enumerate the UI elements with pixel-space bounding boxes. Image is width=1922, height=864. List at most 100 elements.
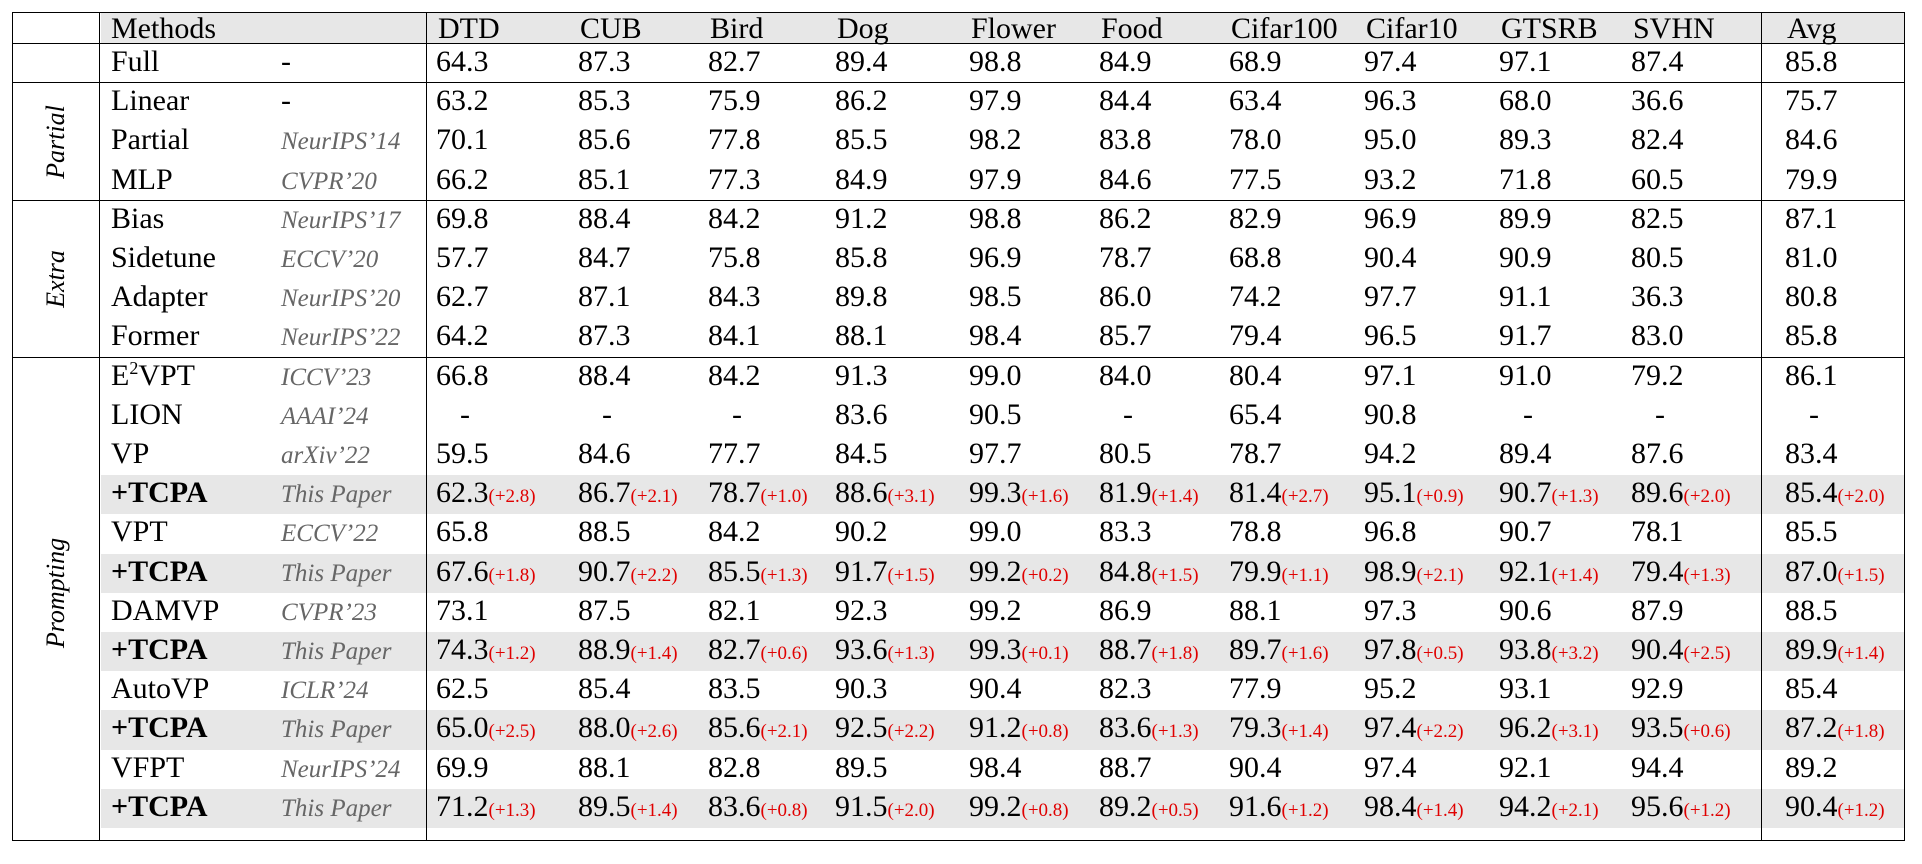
delta-value: (+3.2) [1551, 643, 1599, 664]
value-cell: 92.3 [835, 593, 888, 627]
value-cell: 85.7 [1099, 319, 1152, 353]
value-cell: 83.4 [1785, 437, 1838, 470]
group-label-text: Prompting [41, 537, 71, 648]
venue-label: ECCV’20 [281, 246, 379, 273]
group-label-text: Partial [40, 105, 70, 179]
value-cell: 85.6 [578, 123, 631, 157]
delta-value: (+2.1) [1551, 799, 1599, 821]
value-cell: 88.6(+3.1) [835, 476, 935, 510]
delta-value: (+0.6) [1683, 721, 1731, 743]
delta-value: (+1.4) [1416, 799, 1464, 821]
value-cell: 84.5 [835, 437, 888, 470]
value-cell: 95.6(+1.2) [1631, 789, 1731, 823]
value-cell: 99.2(+0.2) [969, 554, 1069, 588]
value-cell: 97.1 [1364, 358, 1417, 392]
value-cell: 84.7 [578, 241, 631, 274]
value-cell: 91.2(+0.8) [969, 711, 1069, 745]
value-cell: 84.6 [578, 437, 631, 470]
value-cell: 90.4(+2.5) [1631, 633, 1731, 666]
value-cell: 90.7(+2.2) [578, 554, 678, 588]
value-cell: 90.4 [1229, 750, 1282, 784]
value-cell: 85.5 [1785, 515, 1838, 549]
value-cell: 85.8 [835, 241, 888, 274]
vertical-rule [99, 13, 100, 840]
delta-value: (+2.0) [1683, 486, 1731, 508]
value-cell: 64.2 [436, 319, 489, 353]
value-cell: - [1655, 397, 1665, 431]
value-cell: 88.4 [578, 358, 631, 392]
value-cell: 78.7 [1099, 241, 1152, 274]
delta-value: (+1.3) [760, 564, 808, 586]
value-cell: 98.8 [969, 45, 1022, 78]
method-name: AutoVP [111, 672, 210, 706]
delta-value: (+1.4) [630, 799, 678, 821]
value-cell: 89.9(+1.4) [1785, 633, 1885, 666]
value-cell: 57.7 [436, 241, 489, 274]
delta-value: (+1.4) [1151, 486, 1199, 508]
value-cell: 94.2(+2.1) [1499, 789, 1599, 823]
value-cell: 75.8 [708, 241, 761, 274]
value-cell: 98.4 [969, 750, 1022, 784]
delta-value: (+2.8) [488, 486, 536, 508]
value-cell: 98.5 [969, 280, 1022, 314]
value-cell: 78.7 [1229, 437, 1282, 470]
column-header: GTSRB [1501, 12, 1598, 45]
value-cell: 77.3 [708, 162, 761, 196]
value-cell: - [1809, 397, 1819, 431]
group-label-text: Extra [40, 250, 70, 309]
value-cell: 97.3 [1364, 593, 1417, 627]
value-cell: 93.8(+3.2) [1499, 633, 1599, 666]
value-cell: 77.7 [708, 437, 761, 470]
method-name: DAMVP [111, 593, 220, 627]
value-cell: 80.5 [1631, 241, 1684, 274]
tcpa-row-shade [101, 553, 1904, 593]
method-name: +TCPA [111, 476, 208, 510]
value-cell: 94.4 [1631, 750, 1684, 784]
horizontal-rule [13, 82, 1904, 84]
venue-label: - [281, 45, 291, 78]
value-cell: 91.1 [1499, 280, 1552, 314]
method-name: Former [111, 319, 200, 353]
value-cell: 80.8 [1785, 280, 1838, 314]
venue-label: ICCV’23 [281, 363, 372, 391]
value-cell: 89.2(+0.5) [1099, 789, 1199, 823]
value-cell: 82.5 [1631, 201, 1684, 235]
value-cell: 91.2 [835, 201, 888, 235]
column-header: DTD [438, 12, 500, 45]
value-cell: 85.1 [578, 162, 631, 196]
value-cell: 81.4(+2.7) [1229, 476, 1329, 510]
value-cell: 96.5 [1364, 319, 1417, 353]
value-cell: 90.6 [1499, 593, 1552, 627]
delta-value: (+0.5) [1416, 643, 1464, 664]
venue-label: CVPR’20 [281, 167, 377, 195]
value-cell: 88.9(+1.4) [578, 633, 678, 666]
value-cell: 84.4 [1099, 84, 1152, 118]
delta-value: (+2.1) [630, 486, 678, 508]
column-header: SVHN [1633, 12, 1715, 45]
value-cell: 78.8 [1229, 515, 1282, 549]
value-cell: 83.0 [1631, 319, 1684, 353]
method-name: MLP [111, 162, 173, 196]
delta-value: (+1.3) [1683, 564, 1731, 586]
value-cell: 90.3 [835, 672, 888, 706]
value-cell: 97.4 [1364, 750, 1417, 784]
method-name: VFPT [111, 750, 185, 784]
value-cell: 93.1 [1499, 672, 1552, 706]
value-cell: 84.9 [1099, 45, 1152, 78]
value-cell: 90.4 [1364, 241, 1417, 274]
column-header: Flower [971, 12, 1056, 45]
delta-value: (+0.2) [1021, 564, 1069, 586]
value-cell: 90.4 [969, 672, 1022, 706]
delta-value: (+0.8) [1021, 721, 1069, 743]
value-cell: 88.5 [1785, 593, 1838, 627]
vertical-rule [426, 13, 427, 840]
value-cell: 68.0 [1499, 84, 1552, 118]
delta-value: (+1.5) [887, 564, 935, 586]
value-cell: 88.1 [835, 319, 888, 353]
value-cell: 79.2 [1631, 358, 1684, 392]
value-cell: 71.2(+1.3) [436, 789, 536, 823]
value-cell: 83.6(+0.8) [708, 789, 808, 823]
value-cell: 87.1 [578, 280, 631, 314]
value-cell: 84.8(+1.5) [1099, 554, 1199, 588]
delta-value: (+2.1) [1416, 564, 1464, 586]
